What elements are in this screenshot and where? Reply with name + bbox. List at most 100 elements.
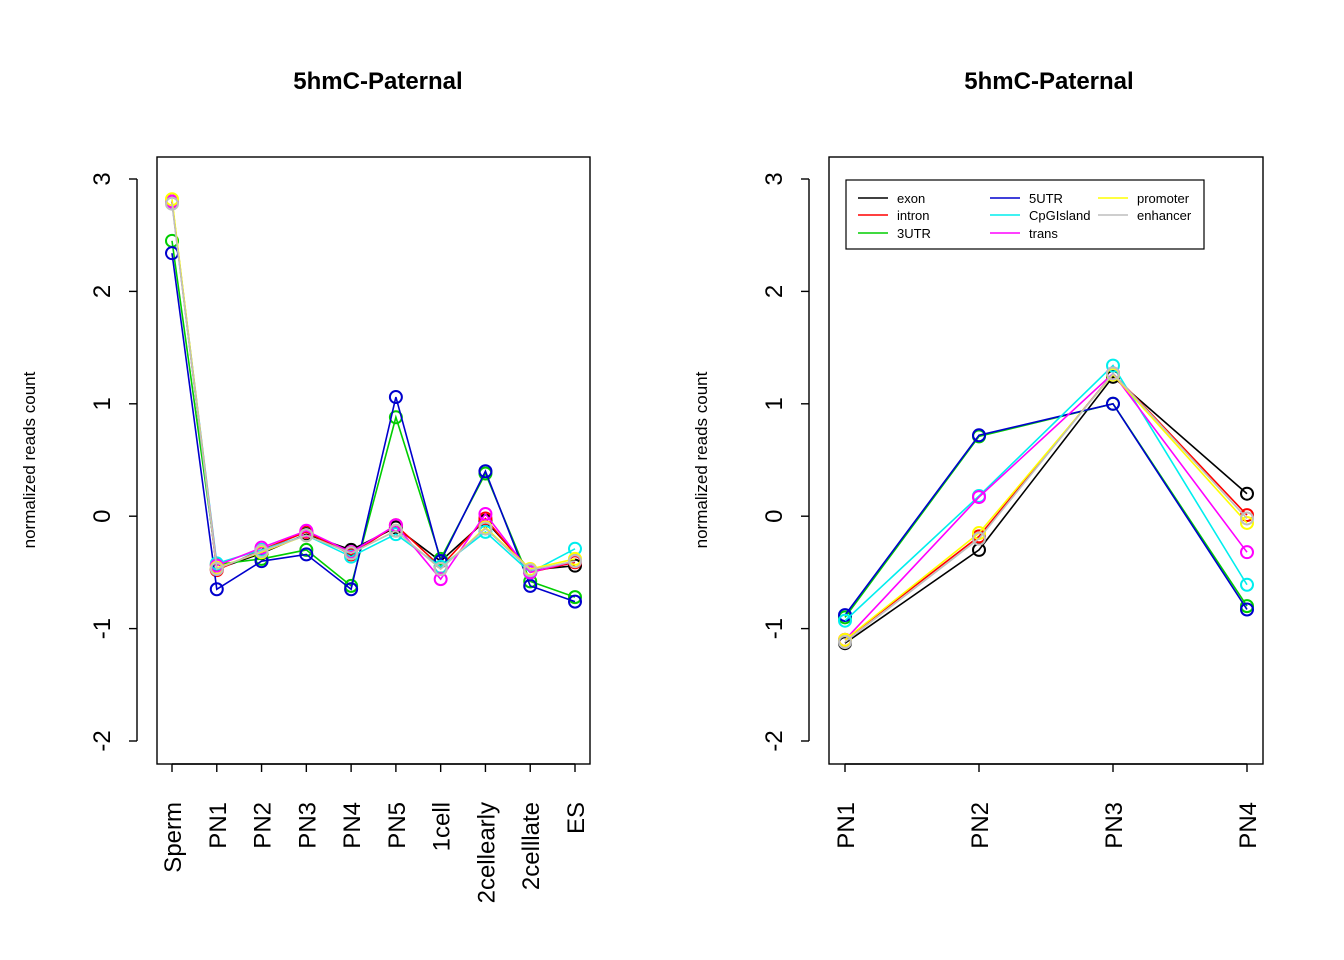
data-point: [1240, 545, 1254, 560]
data-point: [165, 196, 179, 211]
y-axis-label-right: normalized reads count: [692, 371, 711, 548]
series-line: [171, 201, 576, 581]
y-tick-label: -2: [761, 730, 788, 751]
series-line: [844, 402, 1248, 616]
series-5utr: [838, 396, 1254, 623]
series-line: [844, 372, 1248, 641]
series-line: [844, 364, 1248, 622]
series-enhancer: [165, 196, 582, 578]
series-trans: [165, 194, 582, 587]
x-tick-label: PN1: [205, 802, 232, 849]
data-point: [1240, 602, 1254, 617]
data-point: [299, 523, 314, 538]
data-point: [568, 554, 582, 569]
data-point: [838, 613, 852, 628]
y-tick-label: -1: [761, 618, 788, 639]
data-point: [1240, 515, 1254, 530]
x-axis-left: Sperm PN1 PN2 PN3 PN4 PN5 1cell 2cellearly 2cell…: [160, 763, 590, 903]
legend-label: exon: [897, 191, 925, 206]
series-line: [844, 372, 1248, 641]
chart-title-left: 5hmC-Paternal: [293, 68, 462, 95]
plot-frame-left: [156, 156, 591, 765]
data-point: [344, 546, 359, 561]
x-tick-label: PN3: [1101, 802, 1128, 849]
series-group-left: [165, 192, 582, 609]
data-point: [838, 635, 852, 650]
data-point: [972, 428, 986, 443]
data-point: [299, 542, 314, 557]
x-tick-label: PN2: [967, 802, 994, 849]
data-point: [1240, 511, 1254, 526]
x-tick-label: PN4: [1235, 802, 1262, 849]
y-tick-label: -1: [89, 618, 116, 639]
y-tick-label: 0: [89, 510, 116, 523]
data-point: [568, 590, 582, 605]
series-enhancer: [838, 366, 1254, 650]
data-point: [1240, 486, 1254, 501]
series-line: [171, 203, 576, 572]
data-point: [1106, 366, 1120, 381]
series-line: [171, 201, 576, 571]
data-point: [388, 390, 403, 405]
data-point: [388, 523, 403, 538]
x-tick-label: Sperm: [160, 802, 187, 873]
legend-label: intron: [897, 208, 930, 223]
x-tick-label: 1cell: [429, 802, 456, 851]
series-line: [844, 372, 1248, 643]
legend-label: 3UTR: [897, 226, 931, 241]
data-point: [299, 528, 314, 543]
data-point: [299, 547, 314, 562]
series-line: [171, 253, 576, 603]
x-axis-right: PN1 PN2 PN3 PN4: [833, 763, 1262, 849]
legend-label: promoter: [1137, 191, 1190, 206]
y-tick-label: 2: [89, 285, 116, 298]
y-tick-label: 3: [761, 172, 788, 185]
legend-label: CpGIsland: [1029, 208, 1090, 223]
series-line: [171, 201, 576, 574]
x-tick-label: PN4: [339, 802, 366, 849]
x-tick-label: PN1: [833, 802, 860, 849]
data-point: [1106, 396, 1120, 411]
y-tick-label: -2: [89, 730, 116, 751]
x-tick-label: ES: [563, 802, 590, 834]
data-point: [1240, 577, 1254, 592]
series-line: [171, 201, 576, 574]
y-tick-label: 0: [761, 510, 788, 523]
y-tick-label: 2: [761, 285, 788, 298]
legend-label: 5UTR: [1029, 191, 1063, 206]
data-point: [344, 582, 359, 597]
y-tick-label: 1: [761, 397, 788, 410]
x-tick-label: PN5: [384, 802, 411, 849]
y-tick-label: 1: [89, 397, 116, 410]
data-point: [254, 544, 269, 559]
x-tick-label: 2cellearly: [473, 802, 500, 903]
legend-label: enhancer: [1137, 208, 1192, 223]
series-cpgisland: [838, 358, 1254, 628]
data-point: [478, 464, 493, 479]
y-axis-right: -2 -1 0 1 2 3: [761, 172, 810, 752]
legend-label: trans: [1029, 226, 1058, 241]
series-exon: [838, 369, 1254, 651]
x-tick-label: 2celllate: [518, 802, 545, 890]
data-point: [478, 511, 493, 526]
data-point: [972, 490, 986, 505]
data-point: [433, 572, 448, 587]
series-line: [171, 199, 576, 571]
y-axis-left: -2 -1 0 1 2 3: [89, 172, 138, 752]
series-intron: [165, 194, 582, 580]
x-tick-label: PN3: [294, 802, 321, 849]
data-point: [972, 531, 986, 546]
series-line: [844, 375, 1248, 644]
data-point: [523, 578, 538, 593]
data-point: [523, 563, 538, 578]
series-group-right: [838, 358, 1254, 651]
series-line: [844, 373, 1248, 641]
legend-box: [845, 179, 1205, 250]
series-exon: [165, 194, 582, 578]
chart-title-right: 5hmC-Paternal: [964, 68, 1133, 95]
series-5utr: [165, 246, 582, 609]
data-point: [433, 562, 448, 577]
data-point: [209, 562, 224, 577]
series-3utr: [165, 233, 582, 605]
